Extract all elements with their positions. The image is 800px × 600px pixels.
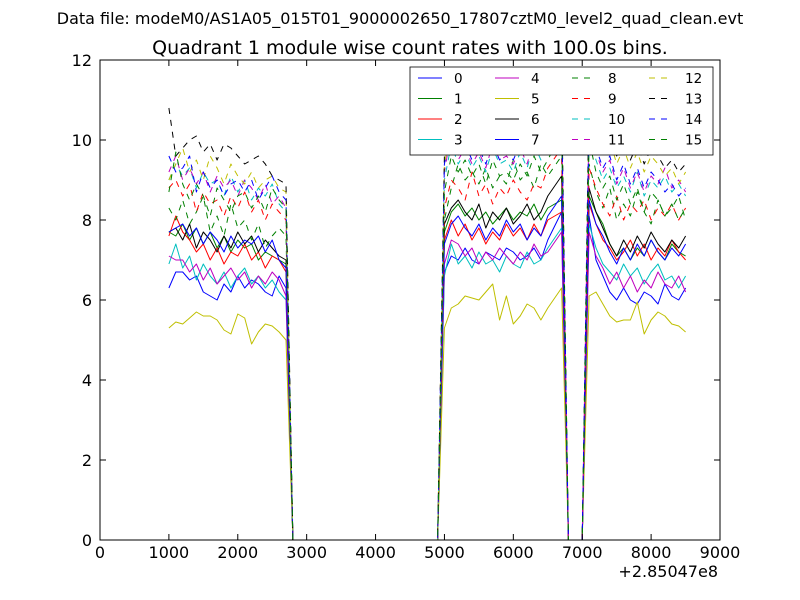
legend-label-12: 12 [685,71,702,87]
x-tick-label: 4000 [355,543,396,562]
legend-box [409,66,714,156]
x-offset-label: +2.85047e8 [618,562,718,581]
x-tick-label: 7000 [562,543,603,562]
suptitle: Data file: modeM0/AS1A05_015T01_90000026… [57,9,743,29]
y-tick-label: 4 [82,371,92,390]
y-tick-label: 2 [82,451,92,470]
legend-label-3: 3 [454,133,463,149]
x-tick-label: 3000 [286,543,327,562]
y-tick-label: 10 [72,131,92,150]
series-line-4 [168,231,687,541]
legend-label-1: 1 [454,92,463,108]
legend-label-15: 15 [685,133,702,149]
legend-label-5: 5 [531,92,540,108]
series-line-10 [168,119,687,541]
x-tick-label: 6000 [493,543,534,562]
x-tick-label: 8000 [631,543,672,562]
series-line-5 [168,283,686,541]
series-line-6 [168,175,687,541]
series-line-0 [168,211,687,541]
legend-label-14: 14 [685,112,702,128]
series-line-7 [168,195,687,541]
x-axis: 0 1000 2000 3000 4000 5000 6000 7000 8000 9000 [95,60,740,562]
x-tick-label: 2000 [217,543,258,562]
legend-label-4: 4 [531,71,540,87]
legend-label-11: 11 [608,133,625,149]
series-line-8 [168,155,687,541]
x-tick-label: 0 [95,543,105,562]
series-line-2 [168,203,686,541]
legend-label-8: 8 [608,71,617,87]
y-tick-label: 6 [82,291,92,310]
series-line-3 [168,223,687,541]
series-line-1 [168,195,686,541]
x-tick-label: 9000 [700,543,741,562]
chart-title: Quadrant 1 module wise count rates with … [152,37,668,59]
y-tick-label: 8 [82,211,92,230]
y-tick-label: 12 [72,51,92,70]
legend-label-10: 10 [608,112,625,128]
legend-label-9: 9 [608,92,617,108]
legend-label-6: 6 [531,112,540,128]
legend-label-7: 7 [531,133,540,149]
legend-label-0: 0 [454,71,463,87]
series-line-11 [168,115,687,541]
series-line-15 [168,131,687,541]
legend-label-2: 2 [454,112,463,128]
legend-label-13: 13 [685,92,702,108]
x-tick-label: 1000 [149,543,190,562]
y-tick-label: 0 [82,531,92,550]
x-tick-label: 5000 [424,543,465,562]
